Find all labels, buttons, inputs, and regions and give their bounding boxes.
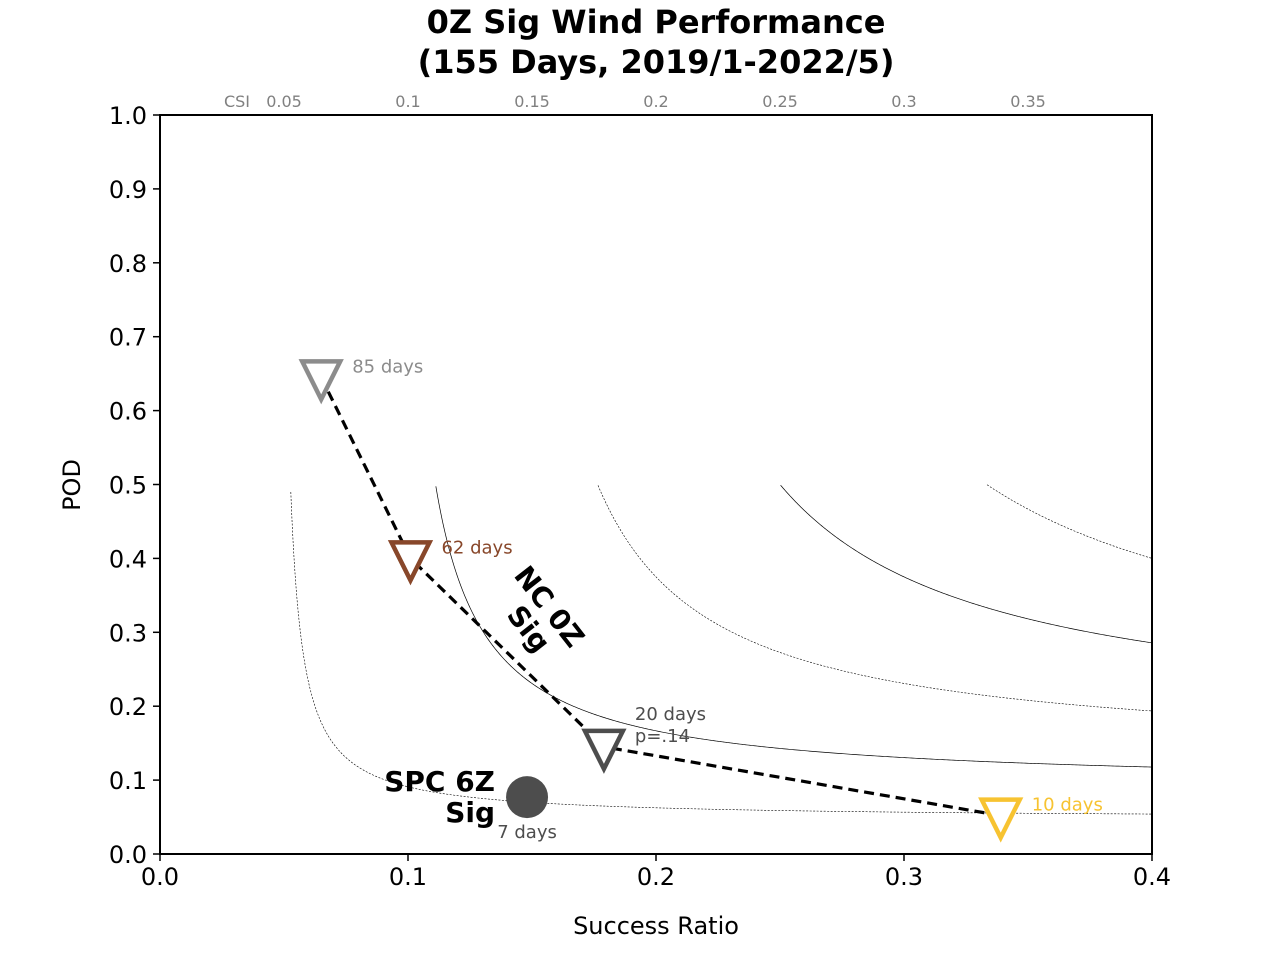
x-tick-label: 0.4	[1133, 863, 1171, 891]
y-tick-label: 1.0	[109, 102, 147, 130]
csi-contour-label: 0.25	[762, 92, 798, 111]
point-days-label: 20 days	[635, 704, 706, 725]
x-tick-label: 0.0	[141, 863, 179, 891]
point-days-label: 85 days	[352, 356, 423, 377]
csi-contour-label: 0.35	[1010, 92, 1046, 111]
x-tick-label: 0.3	[885, 863, 923, 891]
y-tick-label: 0.0	[109, 841, 147, 869]
y-tick-label: 0.7	[109, 324, 147, 352]
spc-series-label-line-2: Sig	[445, 796, 495, 829]
csi-contour-label: 0.15	[514, 92, 550, 111]
csi-contour-0.25	[986, 484, 1153, 559]
csi-prefix-label: CSI	[224, 92, 250, 111]
triangle-marker	[298, 359, 344, 405]
x-tick-label: 0.1	[389, 863, 427, 891]
point-pvalue-label: p=.14	[635, 726, 690, 747]
axes: 0.0 0.1 0.2 0.3 0.4 0.0 0.1 0.2 0.3 0.4 0.5 0.6 0.7 0…	[109, 102, 1171, 891]
point-days-label: 10 days	[1032, 795, 1103, 816]
x-tick-label: 0.2	[637, 863, 675, 891]
csi-contour-0.05	[290, 492, 1153, 815]
y-tick-label: 0.4	[109, 545, 147, 573]
series-connector	[319, 376, 1001, 818]
csi-contour-label: 0.2	[643, 92, 668, 111]
csi-contour-label: 0.3	[891, 92, 916, 111]
y-tick-label: 0.9	[109, 176, 147, 204]
csi-contour-0.15	[597, 485, 1153, 712]
spc-series-label-line-1: SPC 6Z	[384, 765, 495, 798]
csi-contours: 0.05 0.1 0.15 0.2 0.25 0.3 0.35	[266, 92, 1153, 815]
y-tick-label: 0.1	[109, 767, 147, 795]
circle-marker	[506, 776, 549, 819]
triangle-marker	[978, 797, 1024, 843]
csi-contour-label: 0.05	[266, 92, 302, 111]
chart-title-line-1: 0Z Sig Wind Performance	[427, 3, 886, 41]
csi-contour-0.1	[435, 486, 1153, 768]
y-tick-label: 0.8	[109, 250, 147, 278]
csi-contour-0.2	[780, 484, 1153, 644]
chart-title-line-2: (155 Days, 2019/1-2022/5)	[418, 43, 895, 81]
y-tick-label: 0.6	[109, 398, 147, 426]
point-days-label: 62 days	[441, 537, 512, 558]
y-tick-label: 0.2	[109, 693, 147, 721]
y-tick-label: 0.3	[109, 619, 147, 647]
triangle-marker	[581, 728, 627, 774]
triangle-marker	[387, 540, 434, 586]
csi-contour-label: 0.1	[395, 92, 420, 111]
point-days-label: 7 days	[497, 822, 557, 843]
y-axis-label: POD	[58, 459, 86, 511]
y-tick-label: 0.5	[109, 472, 147, 500]
x-axis-label: Success Ratio	[573, 912, 739, 940]
